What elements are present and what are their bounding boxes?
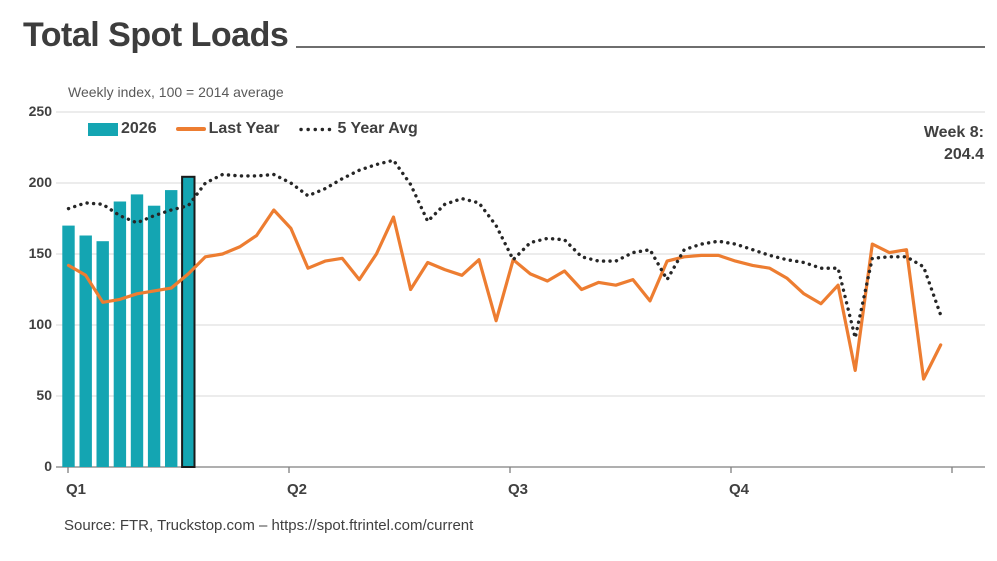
page-title-row: Total Spot Loads: [23, 18, 985, 52]
current-week-annotation: Week 8: 204.4: [924, 122, 984, 166]
x-axis-tick-label: Q1: [66, 481, 87, 498]
legend-item-2026: 2026: [88, 120, 157, 138]
x-axis-tick-label: Q4: [729, 481, 750, 498]
legend-label-5-year-avg: 5 Year Avg: [337, 120, 418, 137]
annotation-value: 204.4: [943, 146, 984, 163]
y-axis-tick-label: 150: [28, 245, 52, 261]
chart-subtitle: Weekly index, 100 = 2014 average: [68, 84, 284, 100]
x-axis-tick-label: Q3: [508, 481, 529, 498]
page-title: Total Spot Loads: [23, 16, 289, 54]
legend-item-5-year-avg: 5 Year Avg: [298, 120, 418, 138]
y-axis-tick-label: 250: [28, 103, 52, 119]
x-axis-tick-label: Q2: [287, 481, 308, 498]
dotted-line-swatch-icon: [299, 127, 335, 131]
line-swatch-icon: [175, 127, 206, 131]
y-axis-tick-label: 0: [44, 458, 52, 474]
bar-swatch-icon: [88, 122, 118, 136]
source-note: Source: FTR, Truckstop.com – https://spo…: [64, 517, 474, 534]
legend-label-2026: 2026: [121, 120, 157, 137]
y-axis-tick-label: 50: [36, 387, 52, 403]
legend-label-last-year: Last Year: [208, 120, 280, 137]
annotation-label: Week 8:: [923, 124, 984, 141]
y-axis-tick-label: 200: [28, 174, 52, 190]
chart-legend: 2026 Last Year 5 Year Avg: [88, 120, 437, 138]
y-axis-tick-label: 100: [28, 316, 52, 332]
legend-item-last-year: Last Year: [175, 120, 280, 138]
title-underline: [296, 46, 985, 48]
